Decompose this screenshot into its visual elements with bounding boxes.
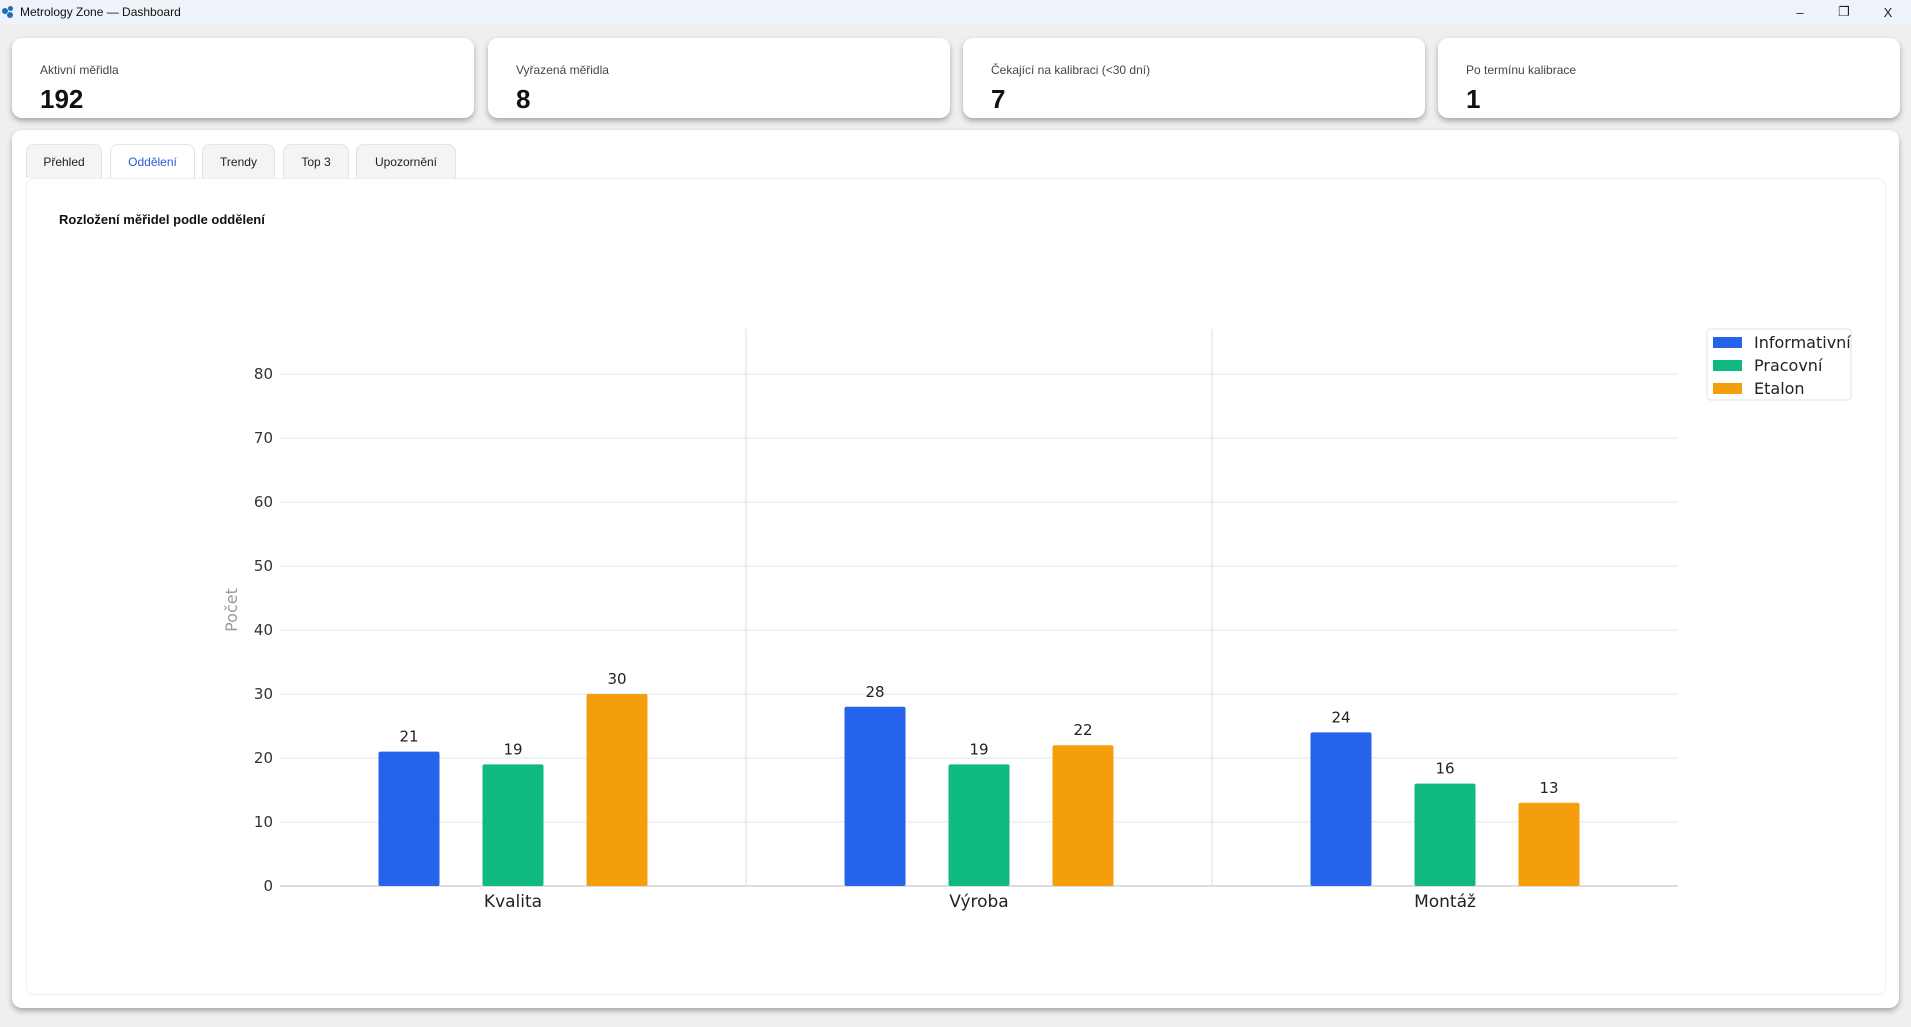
tab-oddeleni[interactable]: Oddělení xyxy=(110,144,195,178)
data-label: 13 xyxy=(1539,779,1558,797)
close-button[interactable]: X xyxy=(1883,4,1893,20)
y-tick-label: 10 xyxy=(254,813,273,831)
kpi-value: 7 xyxy=(991,84,1006,114)
y-tick-label: 50 xyxy=(254,557,273,575)
kpi-card-retired: Vyřazená měřidla 8 xyxy=(488,38,950,118)
kpi-label: Vyřazená měřidla xyxy=(516,63,609,77)
minimize-button[interactable]: – xyxy=(1796,4,1804,20)
legend-swatch xyxy=(1713,383,1742,394)
tab-content: Rozložení měřidel podle oddělení xyxy=(26,178,1886,995)
bar xyxy=(482,764,544,886)
data-label: 28 xyxy=(865,683,884,701)
data-label: 30 xyxy=(607,670,626,688)
chart-title: Rozložení měřidel podle oddělení xyxy=(59,212,265,227)
kpi-label: Po termínu kalibrace xyxy=(1466,63,1577,77)
data-label: 16 xyxy=(1435,760,1454,778)
bar xyxy=(586,694,648,886)
tab-top3[interactable]: Top 3 xyxy=(283,144,349,178)
y-tick-label: 80 xyxy=(254,365,273,383)
kpi-value: 8 xyxy=(516,84,531,114)
kpi-label: Aktivní měřidla xyxy=(40,63,119,77)
kpi-value: 1 xyxy=(1466,84,1481,114)
app-logo-icon xyxy=(2,6,14,18)
x-tick-label: Kvalita xyxy=(484,892,542,912)
y-tick-label: 20 xyxy=(254,749,273,767)
data-label: 24 xyxy=(1331,708,1350,726)
legend-swatch xyxy=(1713,360,1742,371)
y-axis-label: Počet xyxy=(222,588,241,632)
bar xyxy=(378,751,440,886)
y-tick-label: 40 xyxy=(254,621,273,639)
y-tick-label: 0 xyxy=(263,877,273,895)
data-label: 19 xyxy=(969,740,988,758)
legend-label: Informativní xyxy=(1754,333,1851,352)
tab-trendy[interactable]: Trendy xyxy=(202,144,275,178)
bar xyxy=(948,764,1010,886)
kpi-card-active: Aktivní měřidla 192 xyxy=(12,38,474,118)
data-label: 19 xyxy=(503,740,522,758)
x-tick-label: Montáž xyxy=(1414,892,1476,912)
legend-label: Etalon xyxy=(1754,379,1805,398)
legend xyxy=(1706,328,1852,401)
bar xyxy=(1052,745,1114,886)
legend-label: Pracovní xyxy=(1754,356,1823,375)
restore-button[interactable]: ❐ xyxy=(1838,4,1850,19)
window-title: Metrology Zone — Dashboard xyxy=(20,5,181,19)
tab-prehled[interactable]: Přehled xyxy=(26,144,102,178)
kpi-card-overdue: Po termínu kalibrace 1 xyxy=(1438,38,1900,118)
title-bar: Metrology Zone — Dashboard – ❐ X xyxy=(0,0,1911,24)
x-tick-label: Výroba xyxy=(949,892,1008,912)
bar xyxy=(844,706,906,886)
kpi-card-pending: Čekající na kalibraci (<30 dní) 7 xyxy=(963,38,1425,118)
legend-swatch xyxy=(1713,337,1742,348)
bar xyxy=(1310,732,1372,886)
bar xyxy=(1414,783,1476,886)
bar xyxy=(1518,802,1580,886)
kpi-value: 192 xyxy=(40,84,84,114)
tab-upozorneni[interactable]: Upozornění xyxy=(356,144,456,178)
kpi-label: Čekající na kalibraci (<30 dní) xyxy=(991,63,1151,77)
y-tick-label: 60 xyxy=(254,493,273,511)
y-tick-label: 70 xyxy=(254,429,273,447)
data-label: 22 xyxy=(1073,721,1092,739)
y-tick-label: 30 xyxy=(254,685,273,703)
data-label: 21 xyxy=(399,728,418,746)
